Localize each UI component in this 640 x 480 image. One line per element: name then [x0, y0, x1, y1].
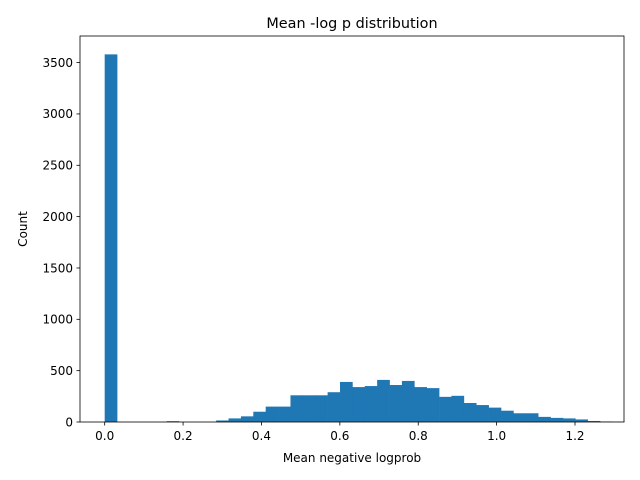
histogram-bar — [364, 386, 378, 422]
y-tick-label: 500 — [50, 364, 73, 378]
histogram-bar — [302, 395, 316, 422]
histogram-bar — [278, 406, 291, 422]
x-tick-label: 0.0 — [95, 429, 114, 443]
y-tick-label: 3000 — [42, 107, 73, 121]
histogram-bar — [228, 418, 242, 422]
histogram-bar — [476, 405, 489, 422]
y-axis-ticks: 0 500 1000 1500 2000 2500 3000 3500 — [42, 56, 80, 429]
histogram-bar — [513, 413, 527, 422]
y-axis-title: Count — [16, 211, 30, 247]
histogram-bar — [166, 421, 180, 422]
histogram-bar — [240, 416, 254, 422]
histogram-bar — [550, 417, 564, 422]
histogram-bar — [104, 54, 118, 422]
histogram-bar — [265, 406, 279, 422]
x-tick-label: 1.2 — [565, 429, 584, 443]
x-tick-label: 0.6 — [330, 429, 349, 443]
y-tick-label: 1000 — [42, 313, 73, 327]
x-tick-label: 0.2 — [174, 429, 193, 443]
y-tick-label: 0 — [65, 415, 73, 429]
y-tick-label: 2000 — [42, 210, 73, 224]
x-tick-label: 0.8 — [409, 429, 428, 443]
histogram-bar — [315, 395, 328, 422]
plot-frame — [79, 35, 625, 423]
y-tick-label: 2500 — [42, 159, 73, 173]
y-tick-label: 3500 — [42, 56, 73, 70]
histogram-bar — [451, 395, 465, 422]
histogram-bar — [216, 420, 229, 422]
histogram-bar — [501, 410, 514, 422]
histogram-bar — [562, 418, 576, 422]
bars-group — [104, 54, 626, 422]
x-tick-label: 0.4 — [252, 429, 271, 443]
histogram-bar — [389, 385, 403, 422]
x-axis-title: Mean negative logprob — [283, 451, 421, 465]
histogram-bar — [488, 407, 502, 422]
histogram-bar — [352, 387, 366, 422]
histogram-bar — [377, 379, 390, 422]
histogram-bar — [290, 395, 304, 422]
histogram-bar — [426, 388, 440, 422]
histogram-bar — [327, 392, 341, 422]
histogram-bar — [439, 396, 452, 422]
y-tick-label: 1500 — [42, 261, 73, 275]
x-tick-label: 1.0 — [487, 429, 506, 443]
histogram-bar — [401, 380, 415, 422]
chart-title: Mean -log p distribution — [266, 16, 437, 32]
histogram-bar — [253, 411, 266, 422]
histogram-bar — [463, 403, 477, 422]
histogram-bar — [538, 416, 551, 422]
histogram-bar — [414, 387, 428, 422]
histogram-bar — [575, 419, 589, 422]
x-axis-ticks: 0.0 0.2 0.4 0.6 0.8 1.0 1.2 — [95, 422, 585, 443]
histogram-bar — [587, 420, 601, 422]
histogram-bar — [340, 381, 353, 422]
histogram-bar — [525, 413, 539, 422]
